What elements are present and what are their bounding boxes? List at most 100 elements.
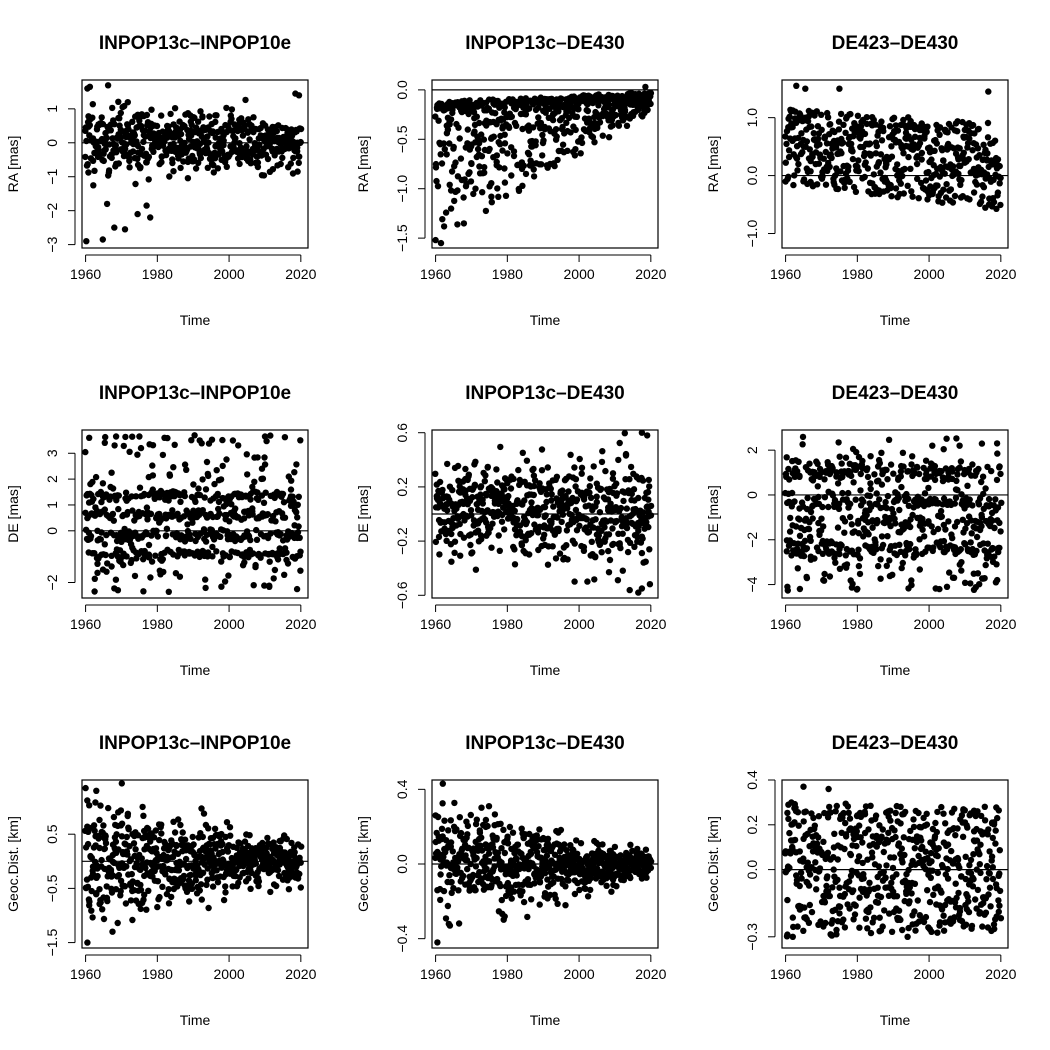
x-tick-label: 1960: [770, 616, 801, 632]
data-point: [223, 128, 230, 136]
y-tick-label: 0.6: [394, 423, 410, 443]
data-point: [510, 148, 518, 155]
data-point: [112, 576, 120, 583]
data-point: [142, 864, 149, 872]
data-point: [510, 475, 517, 483]
data-point: [849, 155, 857, 163]
data-point: [921, 533, 928, 540]
data-point: [485, 850, 493, 857]
data-point: [508, 895, 515, 902]
data-point: [94, 569, 101, 576]
data-point: [961, 579, 969, 586]
data-point: [295, 92, 303, 99]
data-point: [233, 866, 240, 874]
data-point: [291, 849, 298, 856]
data-point: [102, 433, 109, 441]
data-point: [145, 541, 153, 549]
chart-title: INPOP13c–DE430: [465, 383, 625, 404]
data-point: [297, 138, 304, 146]
data-point: [584, 578, 591, 585]
data-point: [821, 494, 829, 501]
data-point: [818, 111, 825, 119]
data-point: [609, 525, 616, 532]
data-point: [543, 491, 550, 498]
data-point: [841, 518, 849, 525]
data-point: [930, 544, 937, 551]
data-point: [795, 134, 802, 142]
data-point: [854, 585, 861, 593]
data-point: [247, 885, 254, 892]
data-point: [513, 122, 520, 129]
data-point: [863, 114, 870, 121]
data-point: [887, 181, 894, 189]
data-point: [152, 845, 160, 852]
data-point: [259, 475, 267, 482]
data-point: [809, 153, 816, 161]
data-point: [824, 114, 832, 121]
data-point: [104, 82, 112, 89]
data-point: [170, 168, 177, 175]
data-point: [956, 442, 963, 449]
data-point: [605, 547, 612, 555]
data-point: [820, 155, 827, 162]
data-point: [478, 847, 486, 854]
data-point: [994, 189, 1002, 196]
data-point: [159, 556, 166, 563]
data-point: [816, 151, 824, 158]
data-point: [931, 476, 939, 484]
data-point: [156, 836, 163, 844]
y-tick-label: 1: [44, 105, 60, 113]
data-point: [186, 898, 193, 905]
data-point: [976, 581, 983, 588]
data-point: [613, 490, 621, 497]
data-point: [213, 467, 220, 474]
data-point: [132, 493, 140, 500]
data-point: [584, 107, 592, 115]
data-point: [839, 139, 847, 146]
data-point: [198, 440, 205, 447]
data-point: [829, 465, 836, 472]
data-point: [808, 123, 815, 130]
data-point: [501, 165, 508, 172]
data-point: [578, 139, 586, 147]
data-point: [120, 442, 128, 450]
data-point: [877, 151, 885, 158]
data-point: [978, 440, 986, 447]
data-point: [89, 157, 97, 164]
data-point: [573, 837, 580, 844]
data-point: [980, 141, 987, 148]
data-point: [905, 153, 912, 161]
data-point: [565, 114, 573, 122]
data-point: [241, 559, 248, 566]
data-point: [111, 442, 118, 449]
data-point: [219, 840, 226, 848]
data-point: [456, 520, 463, 528]
data-point: [158, 830, 165, 837]
data-point: [432, 538, 440, 546]
data-point: [439, 486, 446, 494]
data-point: [105, 169, 113, 176]
data-point: [605, 101, 613, 109]
data-point: [225, 572, 232, 579]
data-point: [152, 552, 159, 559]
data-point: [806, 460, 813, 467]
data-point: [511, 546, 518, 553]
data-point: [584, 893, 592, 900]
data-point: [795, 160, 802, 168]
data-point: [500, 826, 507, 833]
data-point: [898, 564, 905, 572]
data-point: [102, 832, 109, 839]
data-point: [85, 169, 92, 176]
data-point: [834, 524, 842, 531]
data-point: [784, 583, 791, 590]
data-point: [538, 446, 546, 453]
data-point: [90, 495, 97, 503]
data-point: [934, 500, 942, 507]
data-point: [124, 810, 132, 817]
y-tick-label: −2: [44, 574, 60, 590]
data-point: [568, 499, 575, 506]
data-point: [855, 167, 862, 175]
data-point: [197, 154, 204, 162]
data-point: [644, 106, 651, 114]
